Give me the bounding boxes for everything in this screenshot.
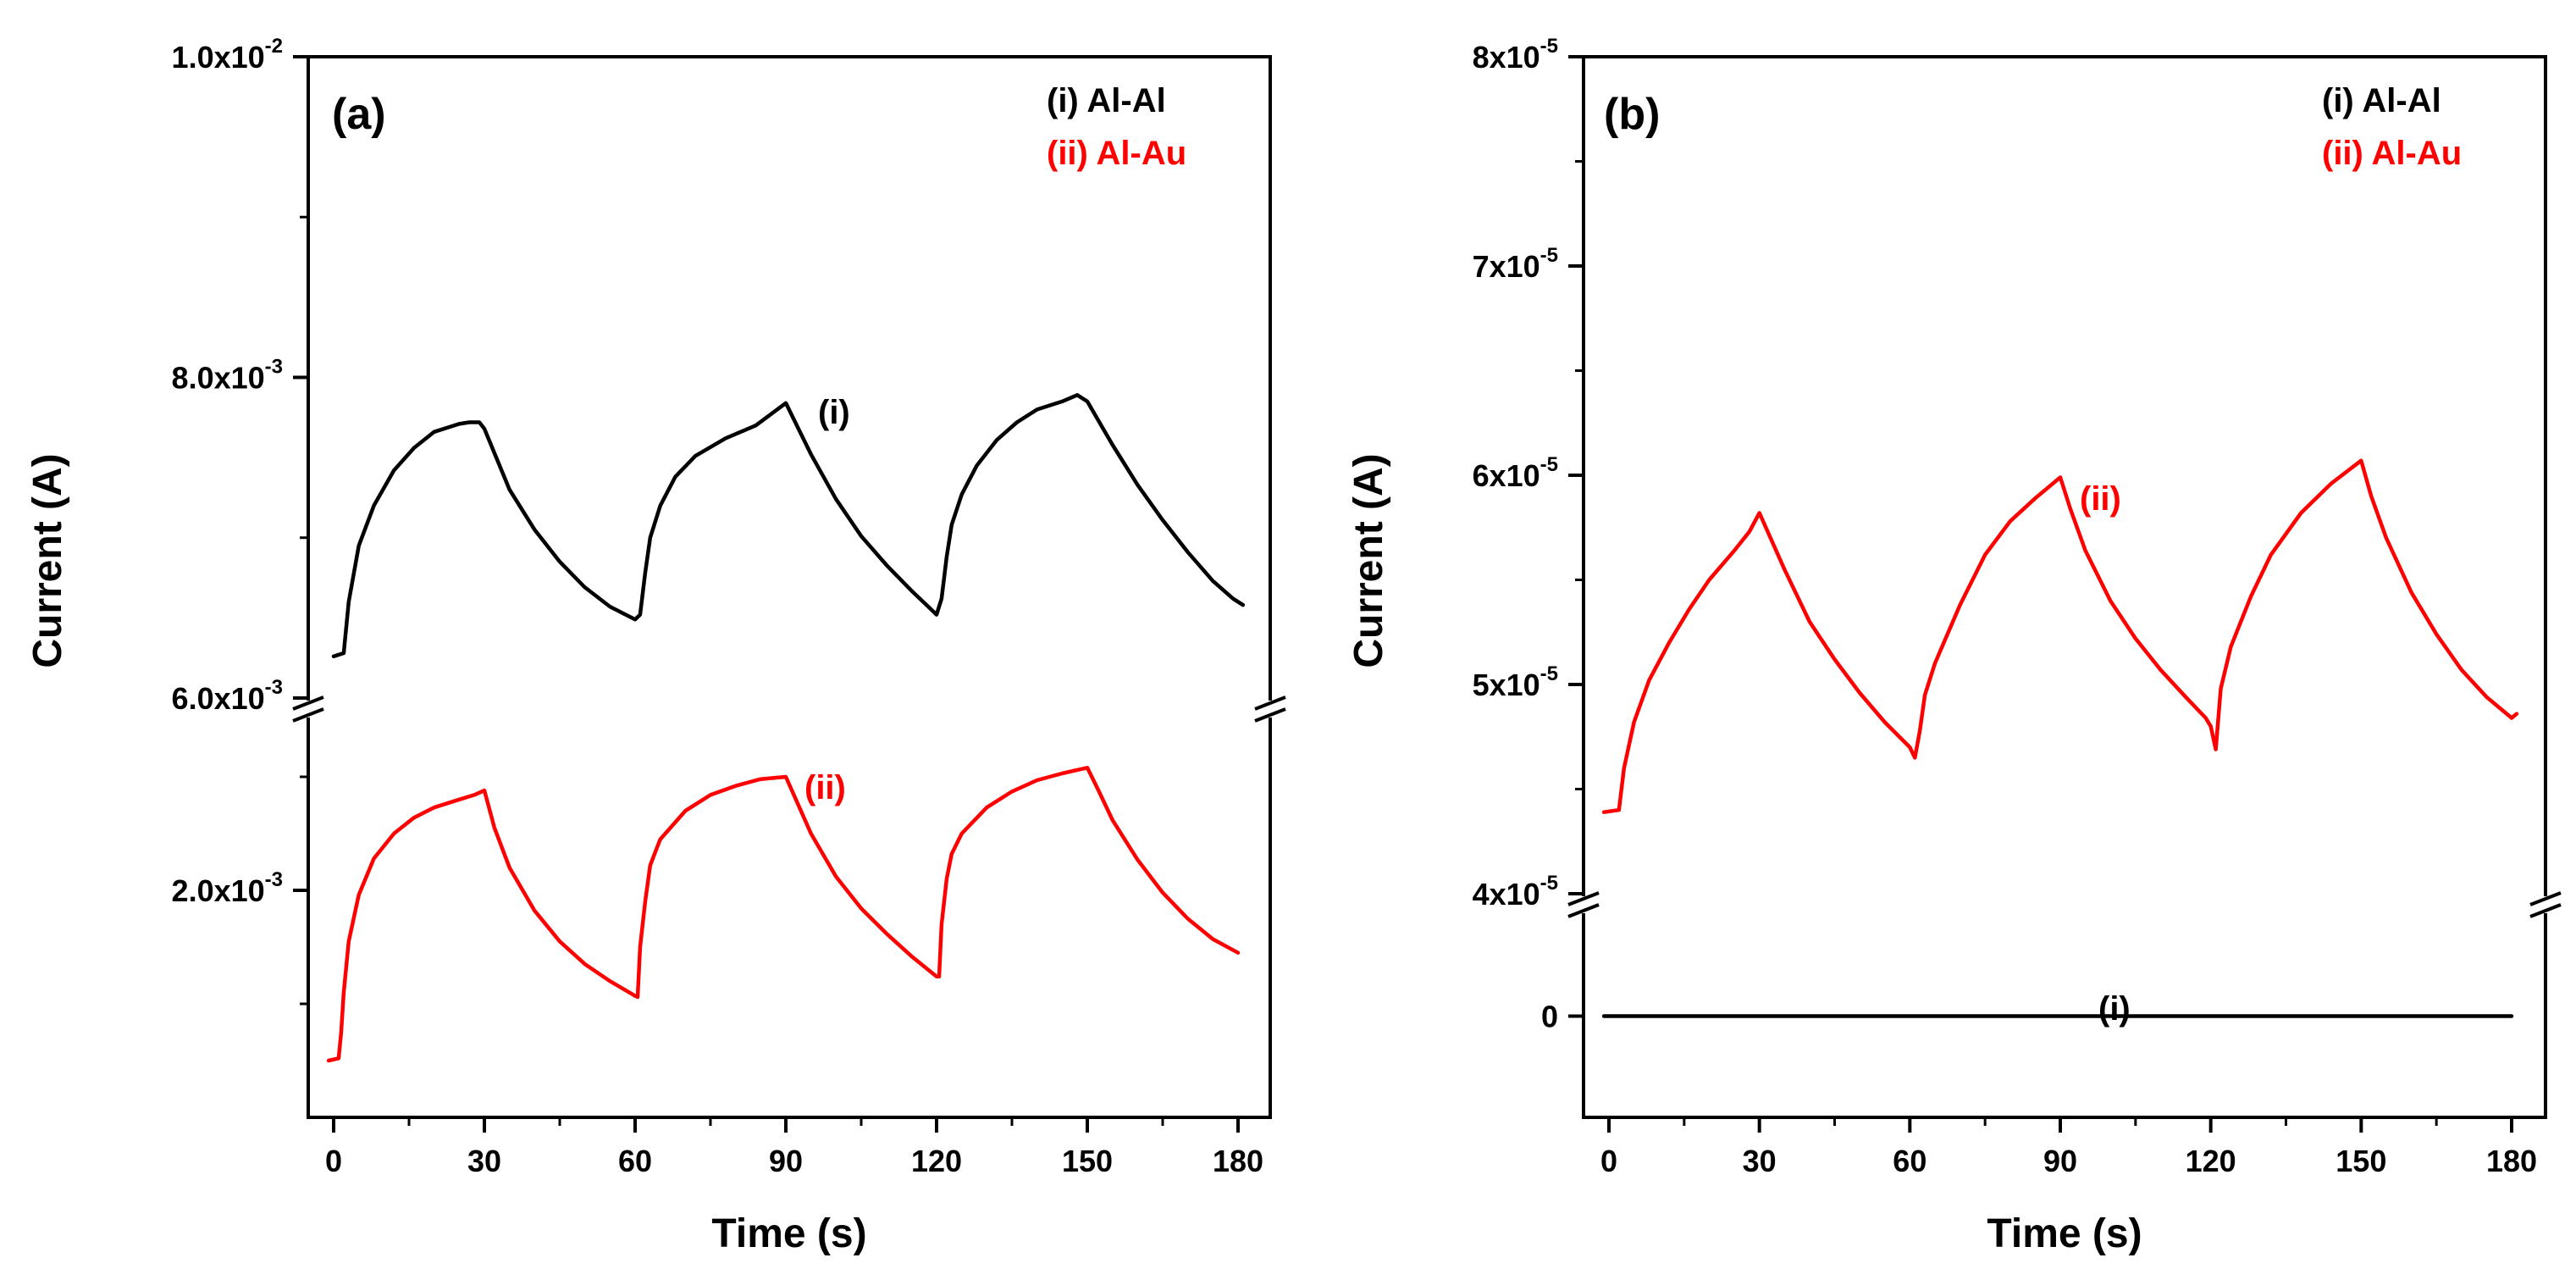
panel-a-series-al-au-line <box>326 766 1241 1063</box>
panel-a-series-al-al-line <box>331 393 1246 659</box>
panel-a-legend-al-au: (ii) Al-Au <box>1047 135 1186 172</box>
panel-b-series <box>1601 458 2519 1018</box>
panel-b-x-tick-label: 60 <box>1893 1144 1926 1178</box>
panel-a-y-tick-label: 8.0x10-3 <box>172 356 283 396</box>
panel-b-legend-al-al: (i) Al-Al <box>2322 82 2441 119</box>
panel-a-x-tick-label: 150 <box>1062 1144 1113 1178</box>
panel-a-x-tick-label: 60 <box>618 1144 652 1178</box>
panel-b-x-tick-label: 0 <box>1600 1144 1617 1178</box>
panel-b-label: (b) <box>1604 90 1660 139</box>
panel-a-x-tick-label: 90 <box>769 1144 803 1178</box>
panel-b-curve-label-ii: (ii) <box>2080 480 2121 518</box>
panel-b-x-tick-label: 150 <box>2336 1144 2386 1178</box>
panel-b-chart: 0 30 60 90 120 150 180 4x10-5 5x10-5 6x10-5 7x10-5… <box>1346 35 2562 1256</box>
panel-b-axis-break-mark <box>2529 891 2562 906</box>
panel-a-curve-label-ii: (ii) <box>804 769 846 806</box>
panel-a-series <box>326 393 1246 1063</box>
panel-b-y-tick-label: 6x10-5 <box>1473 453 1558 493</box>
panel-a-xlabel: Time (s) <box>711 1211 866 1256</box>
panel-a-axis-break-mark <box>1254 695 1286 711</box>
panel-a-axes: 0 30 60 90 120 150 180 6.0x10-3 8.0x10-3 1.0x10-2… <box>172 35 1286 1178</box>
panel-a-y-tick-label: 1.0x10-2 <box>172 35 283 75</box>
panel-a-x-tick-label: 0 <box>325 1144 342 1178</box>
panel-a-axis-break-mark <box>292 695 324 711</box>
panel-b-series-al-au-line <box>1601 458 2519 814</box>
panel-b-axes: 0 30 60 90 120 150 180 4x10-5 5x10-5 6x10-5 7x10-5… <box>1473 35 2562 1178</box>
panel-a-curve-label-i: (i) <box>818 394 850 431</box>
panel-b-x-tick-label: 180 <box>2486 1144 2537 1178</box>
panel-b-y-tick-label: 5x10-5 <box>1473 662 1558 702</box>
panel-a-x-tick-label: 120 <box>911 1144 962 1178</box>
panel-b-y-tick-label: 4x10-5 <box>1473 872 1558 912</box>
panel-b-axis-break-mark <box>1567 891 1600 906</box>
panel-a-y-tick-label: 6.0x10-3 <box>172 676 283 716</box>
panel-b-y-tick-label: 7x10-5 <box>1473 244 1558 284</box>
panel-b-y-tick-label: 0 <box>1541 1000 1558 1034</box>
panel-a-frame <box>307 55 1272 1119</box>
panel-b-xlabel: Time (s) <box>1987 1211 2142 1256</box>
panel-b-curve-label-i: (i) <box>2098 990 2131 1028</box>
panel-b-ylabel: Current (A) <box>1346 453 1391 668</box>
panel-a-ylabel: Current (A) <box>25 453 70 668</box>
panel-b-frame <box>1582 55 2547 1119</box>
panel-a-label: (a) <box>332 90 386 139</box>
panel-b-x-tick-label: 90 <box>2043 1144 2077 1178</box>
panel-b-x-tick-label: 120 <box>2186 1144 2236 1178</box>
panel-b-y-tick-label: 8x10-5 <box>1473 35 1558 75</box>
panel-a-chart: 0 30 60 90 120 150 180 6.0x10-3 8.0x10-3 1.0x10-2… <box>25 35 1286 1256</box>
panel-a-y-tick-label: 2.0x10-3 <box>172 868 283 908</box>
panel-b-x-tick-label: 30 <box>1743 1144 1777 1178</box>
panel-b-axis-break-mark <box>2529 903 2562 918</box>
panel-a-legend-al-al: (i) Al-Al <box>1047 82 1166 119</box>
panel-b-legend-al-au: (ii) Al-Au <box>2322 135 2462 172</box>
panel-a-axis-break-mark <box>1254 707 1286 723</box>
panel-a-axis-break-mark <box>292 707 324 723</box>
panel-a-x-tick-label: 180 <box>1213 1144 1263 1178</box>
panel-a-x-tick-label: 30 <box>467 1144 501 1178</box>
panel-b-axis-break-mark <box>1567 903 1600 918</box>
